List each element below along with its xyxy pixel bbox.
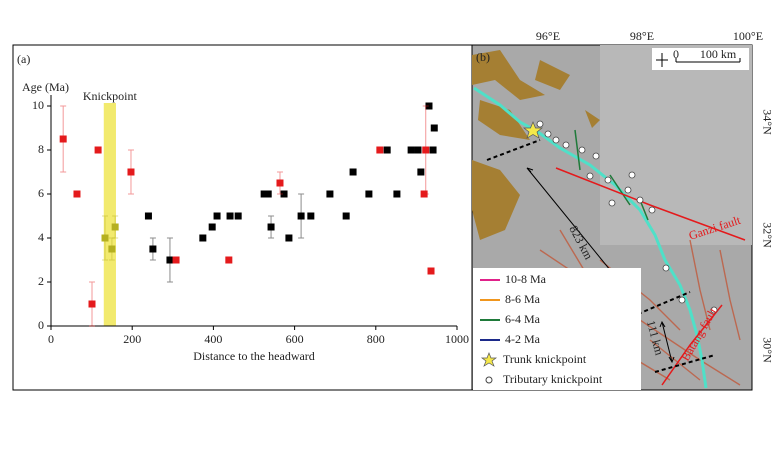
plot-area: Knickpoint 0 2 4 6 8 10 0 200 400 600 800 1000 <box>32 89 469 346</box>
data-point <box>73 190 81 198</box>
panel-label: (a) <box>17 52 30 66</box>
lat-label: 34°N <box>760 109 774 135</box>
legend-swatch <box>480 352 498 367</box>
data-point <box>234 212 242 220</box>
data-point <box>407 146 415 154</box>
data-point <box>297 212 305 220</box>
legend-box <box>473 268 641 390</box>
legend-label: Trunk knickpoint <box>503 352 587 366</box>
x-tick-label: 200 <box>123 332 141 346</box>
legend-label: 6-4 Ma <box>505 312 541 326</box>
lat-label: 30°N <box>760 337 774 363</box>
data-point <box>420 190 428 198</box>
data-point <box>166 256 174 264</box>
lon-label: 96°E <box>536 29 560 43</box>
x-tick-label: 400 <box>204 332 222 346</box>
data-point <box>149 245 157 253</box>
legend-label: 8-6 Ma <box>505 292 541 306</box>
data-point <box>417 168 425 176</box>
data-point <box>226 212 234 220</box>
legend-label: Tributary knickpoint <box>503 372 603 386</box>
y-tick-label: 10 <box>32 98 44 112</box>
data-point <box>393 190 401 198</box>
data-point <box>101 234 109 242</box>
data-point <box>307 212 315 220</box>
legend-swatch <box>485 376 493 384</box>
y-tick-label: 8 <box>38 142 44 156</box>
data-point <box>108 245 116 253</box>
trunk-knickpoint <box>523 121 543 139</box>
data-point <box>59 135 67 143</box>
scale-label: 100 km <box>700 47 737 61</box>
y-tick-label: 0 <box>38 318 44 332</box>
data-point <box>422 146 430 154</box>
legend-label: 10-8 Ma <box>505 272 547 286</box>
data-point <box>383 146 391 154</box>
y-axis-label: Age (Ma) <box>22 80 69 94</box>
data-point <box>208 223 216 231</box>
y-tick-label: 6 <box>38 186 44 200</box>
scale-bar <box>656 53 741 67</box>
data-point <box>264 190 272 198</box>
data-point <box>425 102 433 110</box>
fault-line <box>555 167 746 241</box>
data-point <box>127 168 135 176</box>
data-point <box>285 234 293 242</box>
data-point <box>326 190 334 198</box>
x-tick-label: 1000 <box>445 332 469 346</box>
y-tick-label: 4 <box>38 230 44 244</box>
terrain-unit <box>472 50 600 240</box>
data-point <box>429 146 437 154</box>
annotation: Knickpoint <box>83 89 138 103</box>
scale-zero: 0 <box>673 47 679 61</box>
distance-arrow <box>659 320 675 364</box>
x-axis-label: Distance to the headward <box>193 349 315 363</box>
relief <box>600 45 752 245</box>
panel-label: (b) <box>476 50 490 64</box>
tributary <box>574 129 649 221</box>
data-point <box>349 168 357 176</box>
data-point <box>94 146 102 154</box>
tributary-knickpoints <box>536 120 718 314</box>
fault-line <box>661 304 723 386</box>
data-point <box>365 190 373 198</box>
data-point <box>199 234 207 242</box>
legend-label: 4-2 Ma <box>505 332 541 346</box>
data-point <box>267 223 275 231</box>
data-point <box>172 256 180 264</box>
data-point <box>88 300 96 308</box>
scale-box <box>652 48 749 70</box>
map: (b) 96°E 98°E 100°E 34°N 32°N 30°N 0 100… <box>471 29 774 391</box>
data-point <box>276 179 284 187</box>
lon-label: 100°E <box>733 29 763 43</box>
x-tick-label: 600 <box>286 332 304 346</box>
lon-label: 98°E <box>630 29 654 43</box>
river <box>473 86 708 389</box>
data-point <box>376 146 384 154</box>
data-point <box>260 190 268 198</box>
lat-label: 32°N <box>760 222 774 248</box>
x-tick-label: 0 <box>48 332 54 346</box>
data-point <box>427 267 435 275</box>
knickpoint-band <box>103 103 116 326</box>
data-point <box>342 212 350 220</box>
data-point <box>430 124 438 132</box>
panel-a-frame <box>12 44 473 391</box>
data-point <box>144 212 152 220</box>
data-point <box>213 212 221 220</box>
data-point <box>111 223 119 231</box>
data-point <box>280 190 288 198</box>
x-tick-label: 800 <box>367 332 385 346</box>
y-tick-label: 2 <box>38 274 44 288</box>
data-point <box>225 256 233 264</box>
data-point <box>414 146 422 154</box>
